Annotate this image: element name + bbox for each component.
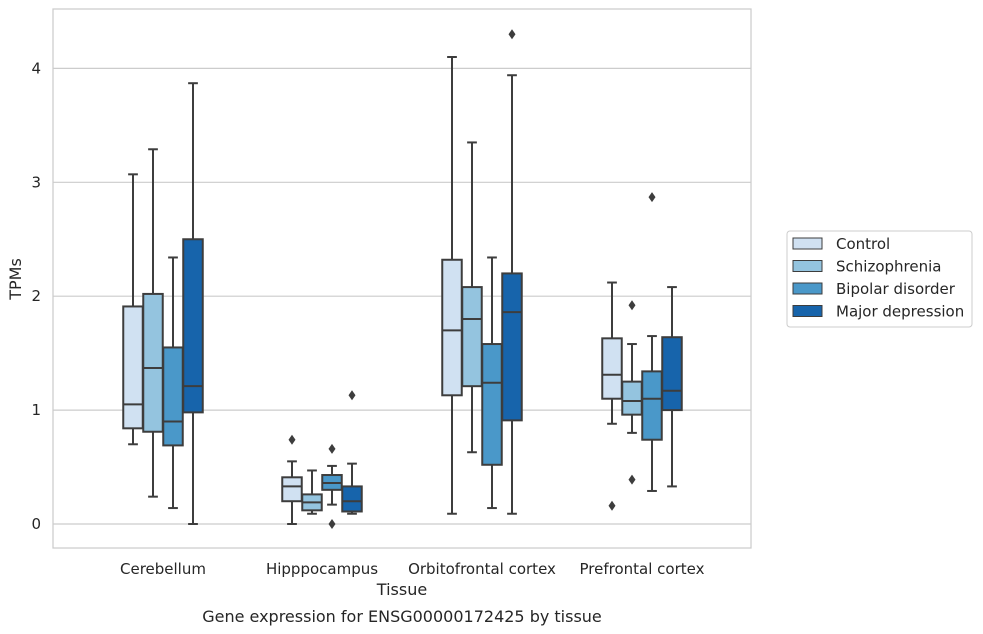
x-tick-label: Orbitofrontal cortex [408,560,556,578]
box-schizophrenia-hipppocampus [301,469,323,515]
box-control-hipppocampus [281,434,303,525]
box-iqr [481,343,503,466]
box-control-prefrontal-cortex [601,281,623,511]
outlier-point [628,300,636,311]
outlier-point [508,29,516,40]
legend-label: Control [836,235,890,253]
outlier-point [328,519,336,529]
legend-frame [786,230,973,328]
outlier-point [628,474,636,485]
legend-label: Bipolar disorder [836,280,956,298]
box-major-depression-orbitofrontal-cortex [501,29,523,515]
legend-swatch [792,282,823,295]
box-bipolar-disorder-prefrontal-cortex [641,192,663,492]
box-iqr [441,258,463,397]
box-iqr [601,337,623,400]
box-iqr [661,336,683,412]
box-schizophrenia-cerebellum [142,148,164,498]
box-iqr [501,272,523,422]
box-iqr [641,370,663,441]
box-control-orbitofrontal-cortex [441,56,463,515]
box-bipolar-disorder-orbitofrontal-cortex [481,256,503,510]
x-tick-label: Hipppocampus [266,560,378,578]
box-major-depression-hipppocampus [341,390,363,515]
box-marks [122,29,683,529]
plot-frame [52,8,752,549]
box-bipolar-disorder-hipppocampus [321,443,343,529]
box-iqr [461,286,483,388]
outlier-point [288,434,296,445]
legend-swatch [792,260,823,272]
x-tick-label: Cerebellum [120,560,206,578]
legend-swatch [792,237,823,250]
box-iqr [182,238,204,414]
outlier-point [608,500,616,511]
legend: Control Schizophrenia Bipolar disorder Majo… [786,230,973,328]
box-major-depression-prefrontal-cortex [661,286,683,488]
outlier-point [328,443,336,454]
y-axis-label: TPMs [6,258,25,301]
box-schizophrenia-prefrontal-cortex [621,300,643,485]
x-axis: Cerebellum Hipppocampus Orbitofrontal cort… [120,560,705,578]
outlier-point [648,192,656,203]
box-iqr [341,485,363,513]
box-iqr [162,346,184,447]
y-axis: 0 1 2 3 4 [31,59,41,533]
box-bipolar-disorder-cerebellum [162,256,184,510]
chart-caption: Gene expression for ENSG00000172425 by t… [202,607,602,626]
legend-label: Schizophrenia [836,258,941,276]
box-iqr [281,476,303,503]
y-tick-label: 4 [31,59,41,77]
box-control-cerebellum [122,173,144,446]
legend-label: Major depression [836,303,964,321]
x-axis-label: Tissue [376,580,427,599]
box-major-depression-cerebellum [182,82,204,525]
y-tick-label: 0 [31,515,41,533]
outlier-point [348,390,356,401]
box-iqr [621,380,643,416]
x-tick-label: Prefrontal cortex [580,560,705,578]
box-schizophrenia-orbitofrontal-cortex [461,141,483,454]
legend-swatch [792,305,823,317]
box-iqr [142,292,164,433]
y-tick-label: 2 [31,287,41,305]
y-tick-label: 1 [31,401,41,419]
y-tick-label: 3 [31,173,41,191]
box-iqr [122,305,144,430]
